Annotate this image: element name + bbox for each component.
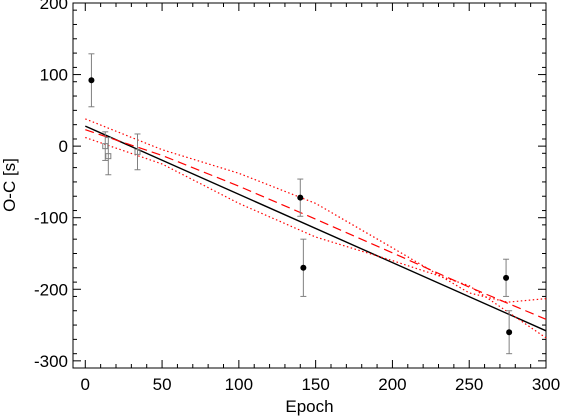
axis-ticks — [73, 2, 547, 369]
y-tick-label: 200 — [40, 0, 68, 13]
plot-area-frame — [72, 2, 547, 369]
error-bars — [88, 53, 513, 355]
fit-line-dotted — [85, 136, 547, 339]
data-point-square — [134, 148, 141, 155]
y-tick-label: 0 — [59, 137, 68, 156]
x-tick-label: 200 — [378, 375, 406, 394]
x-tick-label: 0 — [81, 375, 90, 394]
x-tick-label: 300 — [532, 375, 560, 394]
x-tick-label: 50 — [153, 375, 172, 394]
tick-labels: 0 50 100 150 200 250 300 -300 -200 -100 0 100 200 — [34, 0, 560, 394]
fit-line-dotted — [85, 118, 547, 303]
data-point — [297, 194, 304, 201]
x-tick-label: 150 — [301, 375, 329, 394]
data-point-square — [102, 143, 109, 150]
x-tick-label: 250 — [455, 375, 483, 394]
fit-line-dashed — [85, 129, 547, 320]
data-point — [88, 77, 95, 84]
fit-lines — [85, 118, 547, 339]
data-markers — [88, 77, 513, 336]
data-point — [506, 329, 513, 336]
data-point — [300, 264, 307, 271]
data-point-square — [105, 153, 112, 160]
y-tick-label: -200 — [34, 280, 68, 299]
x-axis-title: Epoch — [285, 397, 333, 416]
data-point — [503, 274, 510, 281]
fit-line-solid — [85, 125, 547, 332]
y-tick-label: 100 — [40, 66, 68, 85]
y-tick-label: -300 — [34, 352, 68, 371]
x-tick-label: 100 — [225, 375, 253, 394]
y-tick-label: -100 — [34, 209, 68, 228]
y-axis-title: O-C [s] — [0, 158, 19, 212]
